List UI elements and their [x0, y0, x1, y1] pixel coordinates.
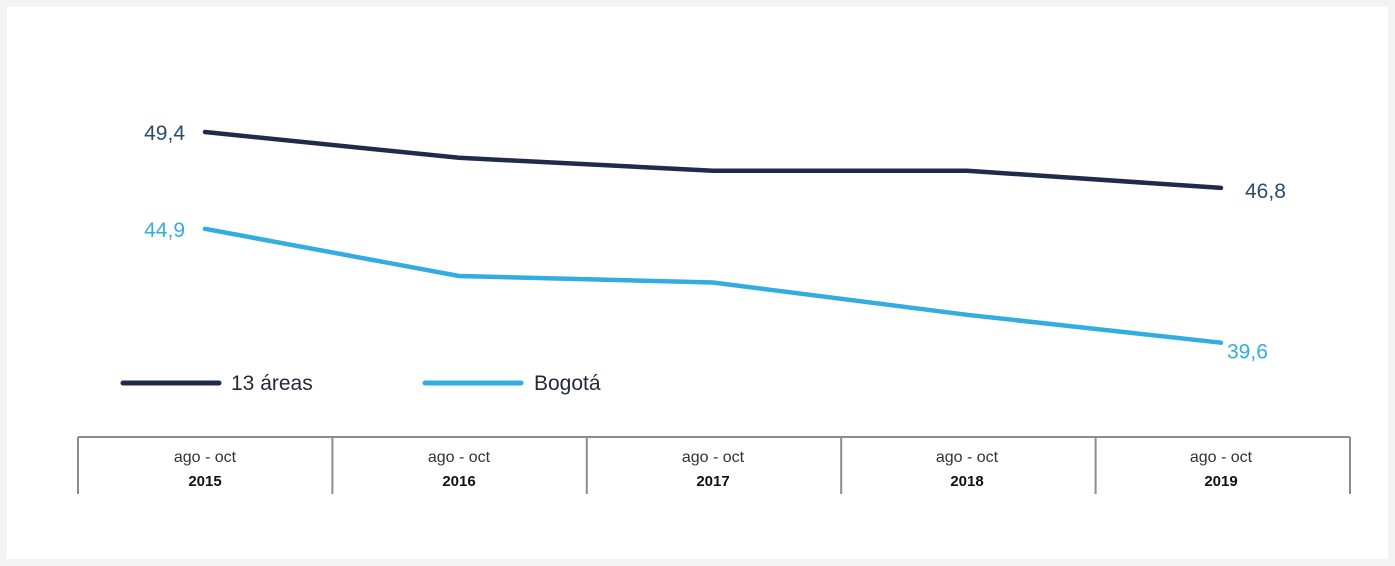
- x-tick-period-2016: ago - oct: [428, 449, 491, 466]
- x-tick-period-2017: ago - oct: [682, 449, 745, 466]
- legend-label-13-areas: 13 áreas: [231, 372, 313, 395]
- data-label-bogota-2019: 39,6: [1227, 341, 1268, 364]
- data-label-13-areas-2019: 46,8: [1245, 180, 1286, 203]
- x-tick-year-2016: 2016: [442, 473, 475, 490]
- x-tick-year-2018: 2018: [950, 473, 983, 490]
- x-tick-year-2019: 2019: [1204, 473, 1237, 490]
- x-tick-year-2015: 2015: [188, 473, 221, 490]
- series-line-13-areas: [202, 129, 1224, 191]
- data-label-13-areas-2015: 49,4: [144, 122, 185, 145]
- x-tick-period-2019: ago - oct: [1190, 449, 1253, 466]
- series-line-bogota: [202, 226, 1224, 345]
- series-lines: [202, 129, 1224, 345]
- line-chart: ago - oct 2015 ago - oct 2016 ago - oct 2017 a…: [77, 122, 1351, 494]
- data-label-bogota-2015: 44,9: [144, 219, 185, 242]
- x-tick-period-2018: ago - oct: [936, 449, 999, 466]
- x-tick-period-2015: ago - oct: [174, 449, 237, 466]
- chart-card: ago - oct 2015 ago - oct 2016 ago - oct 2017 a…: [7, 7, 1388, 559]
- legend-label-bogota: Bogotá: [534, 372, 601, 395]
- x-tick-year-2017: 2017: [696, 473, 729, 490]
- legend: 13 áreas Bogotá: [120, 372, 601, 395]
- data-labels: 49,4 46,8 44,9 39,6: [144, 122, 1286, 364]
- x-axis: ago - oct 2015 ago - oct 2016 ago - oct 2017 a…: [77, 436, 1351, 494]
